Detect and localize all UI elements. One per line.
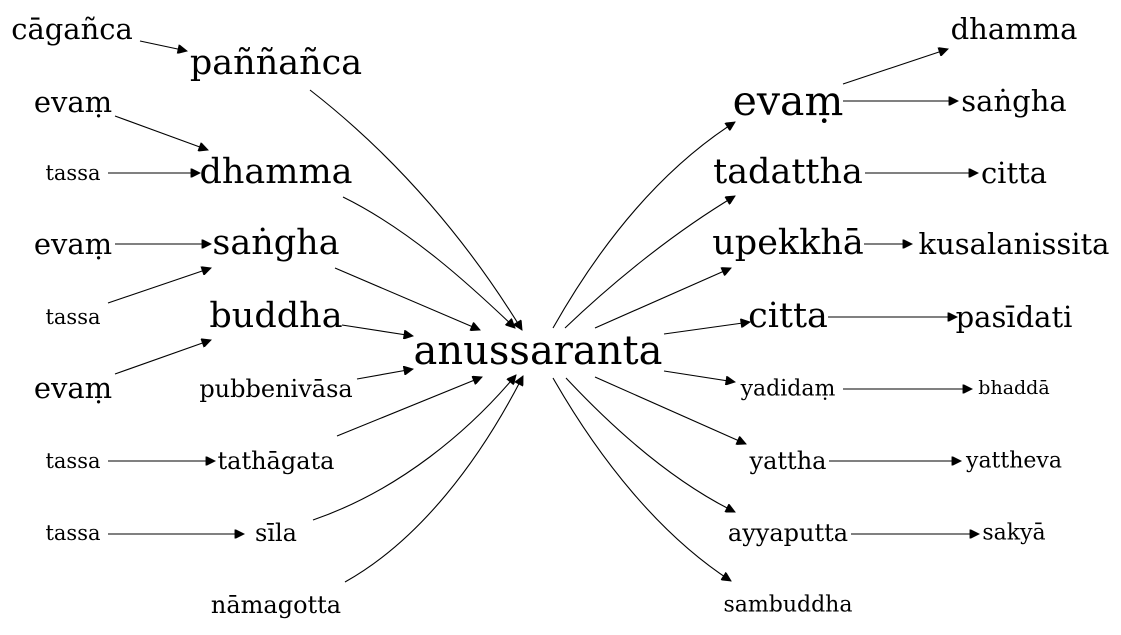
edge-center-citta2: [663, 322, 750, 335]
node-left-tassa-4: tassa: [45, 521, 100, 545]
node-right-citta-1: citta: [981, 156, 1047, 190]
node-left-tassa-3: tassa: [45, 449, 100, 473]
node-namagotta: nāmagotta: [211, 591, 341, 619]
edge-evam-dhamma: [842, 49, 948, 85]
node-sakya: sakyā: [982, 521, 1045, 546]
nodes: anussaranta cāgañca paññañca evaṃ tassa …: [11, 12, 1109, 619]
node-ayyaputta: ayyaputta: [728, 519, 848, 547]
edge-buddha-center: [341, 324, 413, 336]
edge-center-ayyaputta: [565, 377, 735, 512]
node-left-evam-1: evaṃ: [34, 85, 112, 119]
edge-namagotta-center: [344, 376, 524, 583]
node-left-tassa-2: tassa: [45, 305, 100, 329]
edges: [107, 40, 979, 583]
edge-center-tadattha: [564, 196, 735, 329]
node-pannanca: paññañca: [190, 43, 362, 83]
node-yattheva: yattheva: [965, 449, 1062, 474]
edge-caganca-pannanca: [139, 40, 187, 51]
node-sila: sīla: [255, 519, 297, 547]
node-tathagata: tathāgata: [218, 447, 335, 475]
node-right-citta-2: citta: [748, 296, 828, 336]
edge-evam3-buddha: [114, 340, 211, 375]
node-tadattha: tadattha: [713, 152, 863, 192]
node-yadidam: yadidaṃ: [740, 377, 836, 402]
node-right-dhamma: dhamma: [951, 12, 1078, 46]
edge-center-evam: [552, 122, 735, 329]
edge-center-sambuddha: [552, 377, 731, 581]
edge-evam1-dhamma: [114, 115, 208, 150]
node-right-sangha: saṅgha: [961, 84, 1066, 118]
edge-center-upekkha: [594, 268, 731, 329]
node-left-dhamma: dhamma: [199, 152, 352, 192]
edge-tathagata-center: [336, 377, 482, 437]
edge-sangha-center: [334, 267, 480, 330]
node-left-evam-3: evaṃ: [34, 371, 112, 405]
edge-pannanca-center: [309, 89, 522, 330]
node-left-sangha: saṅgha: [212, 223, 339, 263]
node-right-evam: evaṃ: [733, 77, 844, 125]
node-bhadda: bhaddā: [978, 377, 1049, 399]
edge-center-yattha: [594, 376, 746, 444]
node-center: anussaranta: [414, 328, 663, 374]
node-caganca: cāgañca: [11, 12, 133, 46]
node-pubbenivasa: pubbenivāsa: [199, 375, 352, 403]
node-left-tassa-1: tassa: [45, 161, 100, 185]
node-left-buddha: buddha: [209, 296, 342, 336]
edge-tassa2-sangha: [107, 268, 211, 304]
edge-dhamma-center: [342, 196, 515, 328]
node-pasidati: pasīdati: [956, 300, 1073, 334]
edge-center-yadidam: [663, 370, 735, 382]
node-upekkha: upekkhā: [712, 223, 863, 263]
node-yattha: yattha: [749, 447, 827, 475]
node-left-evam-2: evaṃ: [34, 227, 112, 261]
edge-sila-center: [312, 375, 516, 521]
edge-pubbenivasa-center: [356, 369, 413, 380]
node-sambuddha: sambuddha: [724, 593, 853, 618]
node-kusalanissita: kusalanissita: [919, 227, 1110, 261]
